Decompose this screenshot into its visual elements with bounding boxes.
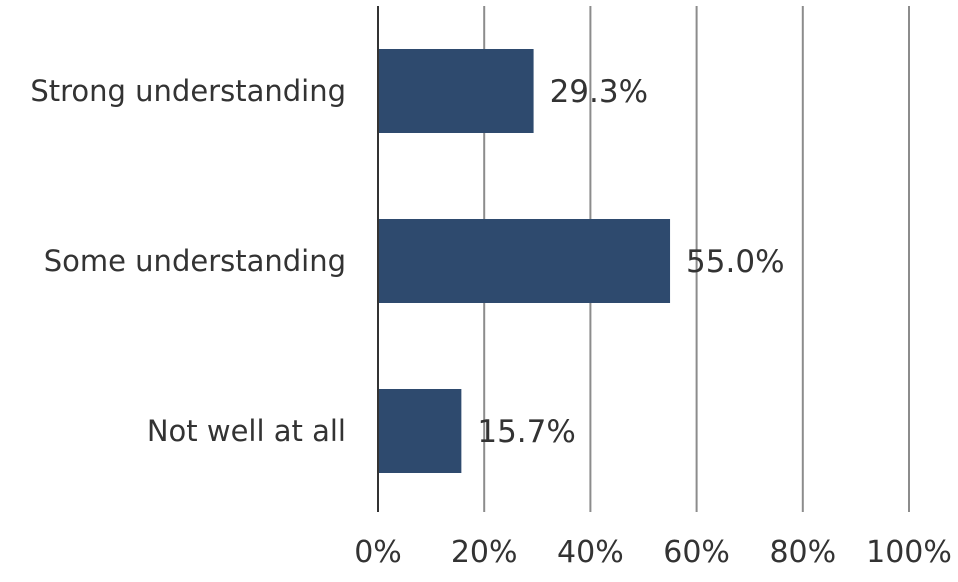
data-label-2: 15.7% (477, 414, 575, 450)
data-label-1: 55.0% (686, 244, 784, 280)
x-tick-label-80: 80% (769, 535, 836, 570)
x-tick-label-0: 0% (354, 535, 402, 570)
category-label-0: Strong understanding (30, 74, 346, 108)
x-tick-labels: 0% 20% 40% 60% 80% 100% (354, 535, 952, 570)
gridlines (483, 6, 910, 512)
bar-0 (378, 49, 534, 133)
x-tick-label-60: 60% (663, 535, 730, 570)
category-labels: Strong understanding Some understanding No… (30, 74, 346, 448)
data-label-0: 29.3% (550, 74, 648, 110)
category-label-1: Some understanding (44, 244, 346, 278)
x-tick-label-40: 40% (557, 535, 624, 570)
category-label-2: Not well at all (147, 414, 346, 448)
bar-2 (378, 389, 462, 473)
x-tick-label-100: 100% (866, 535, 952, 570)
bars (378, 49, 671, 473)
data-labels: 29.3% 55.0% 15.7% (477, 74, 784, 450)
bar-1 (378, 219, 671, 303)
x-tick-label-20: 20% (451, 535, 518, 570)
